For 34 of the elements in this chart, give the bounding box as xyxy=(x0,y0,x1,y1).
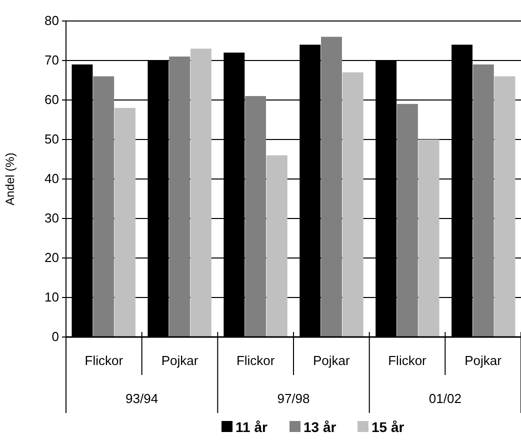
text: 97/98 xyxy=(277,391,310,406)
bar xyxy=(418,140,440,337)
bar xyxy=(114,108,136,337)
bar xyxy=(190,48,212,337)
y-tick-label: 60 xyxy=(44,92,59,108)
bar xyxy=(169,56,190,337)
legend-label: 13 år xyxy=(304,419,337,435)
x-tick-label: Pojkar xyxy=(312,353,351,368)
y-tick-label: 10 xyxy=(44,290,59,305)
text: 93/94 xyxy=(126,391,158,406)
legend-label: 11 år xyxy=(236,419,268,435)
bar xyxy=(342,72,364,337)
bar xyxy=(93,76,114,337)
legend-label: 15 år xyxy=(372,419,405,435)
bar xyxy=(321,36,342,337)
bar xyxy=(266,155,288,337)
x-tick-label: Flickor xyxy=(388,353,428,368)
y-tick-label: 0 xyxy=(52,329,59,344)
y-axis-title: Andel (%) xyxy=(3,152,17,206)
text: 01/02 xyxy=(428,391,462,406)
y-tick-label: 30 xyxy=(44,210,59,226)
y-tick-label: 70 xyxy=(44,52,59,68)
x-tick-label: Flickor xyxy=(236,353,276,368)
x-tick-label: Flickor xyxy=(84,353,124,368)
y-tick-label: 40 xyxy=(44,171,59,186)
bar xyxy=(472,64,494,337)
bar xyxy=(494,76,516,337)
x-tick-label: Pojkar xyxy=(161,353,199,368)
y-tick-label: 80 xyxy=(44,13,59,28)
bar xyxy=(245,96,266,337)
y-tick-label: 20 xyxy=(44,250,59,266)
bar xyxy=(396,104,418,337)
x-tick-label: Pojkar xyxy=(464,353,502,368)
y-tick-label: 50 xyxy=(44,132,59,147)
